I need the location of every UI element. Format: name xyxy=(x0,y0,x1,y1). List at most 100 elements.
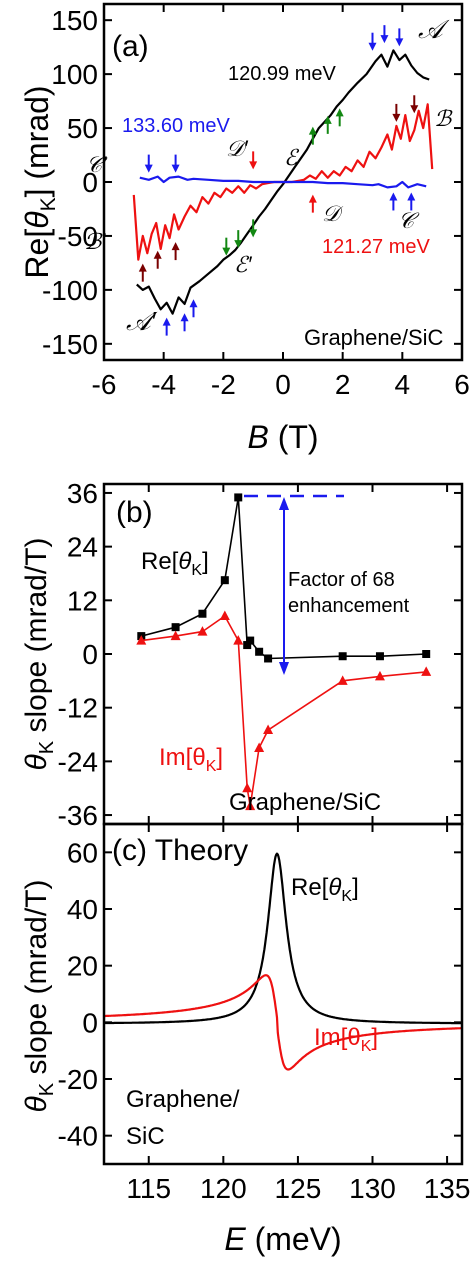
panel-b-curves xyxy=(136,493,432,811)
factor-arrow-head-down xyxy=(279,662,289,675)
marker-E: ℰ xyxy=(284,145,300,170)
feature-arrow xyxy=(308,126,317,145)
panel-a: -6 -4 -2 0 2 4 6 -150 -100 -50 0 50 100 150 (a) Re[θK… xyxy=(19,2,470,455)
panel-a-xtick-label: 0 xyxy=(275,369,291,400)
panel-b-ytick-label: -36 xyxy=(58,800,98,831)
panel-c-ytick-label: 60 xyxy=(67,837,98,868)
panel-b: -36 -24 -12 0 12 24 36 (b) Factor of 68 enhanc… xyxy=(20,478,464,831)
feature-arrow xyxy=(395,28,404,47)
marker-A: 𝒜 xyxy=(418,14,450,44)
panel-c-ytick-label: -40 xyxy=(58,1121,98,1152)
feature-arrow xyxy=(380,25,389,44)
feature-arrow xyxy=(234,230,243,249)
panel-b-point xyxy=(338,652,347,661)
marker-C-prime: 𝒞′ xyxy=(86,152,108,177)
feature-arrow xyxy=(308,194,317,213)
panel-c-ytick-label: -20 xyxy=(58,1064,98,1095)
panel-c-series-im xyxy=(104,974,462,1071)
panel-b-point xyxy=(375,652,384,661)
panel-c-xtick-label: 115 xyxy=(126,1173,171,1204)
panel-c-ytick-label: 20 xyxy=(67,951,98,982)
panel-a-ytick-label: 0 xyxy=(82,167,98,198)
panel-a-ytick-label: 50 xyxy=(67,113,98,144)
factor-text-line1: Factor of 68 xyxy=(288,569,395,591)
panel-b-point xyxy=(374,670,385,681)
panel-b-ytick-label: 0 xyxy=(82,639,98,670)
panel-b-point xyxy=(197,626,208,636)
panel-b-ytick-label: 36 xyxy=(67,478,98,509)
panel-a-series-2 xyxy=(139,175,427,189)
feature-arrow xyxy=(389,192,398,211)
panel-b-point xyxy=(246,636,255,645)
panel-b-point xyxy=(245,800,256,811)
panel-c-curves xyxy=(104,852,462,1071)
feature-arrow xyxy=(368,32,377,51)
feature-arrow xyxy=(410,95,419,114)
marker-D: 𝒟 xyxy=(322,201,344,226)
panel-a-xtick-label: 2 xyxy=(335,369,351,400)
panel-a-ticks: -6 -4 -2 0 2 4 6 -150 -100 -50 0 50 100 150 xyxy=(42,4,470,400)
panel-c-xtick-label: 120 xyxy=(200,1173,247,1204)
marker-B: ℬ xyxy=(434,106,453,131)
panel-b-point xyxy=(234,493,243,502)
panel-b-re-label: Re[θK] xyxy=(141,548,209,579)
panel-b-point xyxy=(136,635,147,645)
panel-c-im-label: Im[θK] xyxy=(314,1024,378,1055)
panel-a-xtick-label: -2 xyxy=(211,369,236,400)
panel-b-sample-label: Graphene/SiC xyxy=(229,789,381,816)
feature-arrow xyxy=(407,192,416,211)
feature-arrow xyxy=(144,154,153,173)
panel-a-ylabel: Re[θK] (mrad) xyxy=(19,85,60,278)
panel-b-point xyxy=(219,610,230,620)
panel-b-point xyxy=(337,675,348,685)
panel-c-ylabel: θK slope (mrad/T) xyxy=(20,879,58,1112)
panel-a-series-0 xyxy=(136,49,430,315)
feature-arrow xyxy=(162,317,171,336)
panel-c-re-label: Re[θK] xyxy=(291,874,359,905)
panel-a-feature-markers: 𝒜 𝒜′ ℬ ℬ′ 𝒞 𝒞′ 𝒟 𝒟′ ℰ ℰ′ xyxy=(84,14,453,336)
marker-D-prime: 𝒟′ xyxy=(226,136,249,161)
panel-c-ytick-label: 40 xyxy=(67,894,98,925)
panel-b-point xyxy=(171,623,180,632)
panel-b-ytick-label: 12 xyxy=(67,585,98,616)
panel-b-ytick-label: 24 xyxy=(67,532,98,563)
panel-a-xtick-label: 4 xyxy=(395,369,411,400)
panel-a-ytick-label: -150 xyxy=(42,329,98,360)
panel-b-point xyxy=(422,650,431,658)
panel-b-point xyxy=(242,782,253,793)
panel-b-point xyxy=(233,635,244,645)
panel-b-point xyxy=(263,724,274,735)
panel-b-point xyxy=(170,630,181,641)
panel-b-point xyxy=(264,654,273,663)
panel-a-curves xyxy=(132,49,434,315)
panel-b-point xyxy=(243,641,252,650)
panel-a-xlabel: B (T) xyxy=(247,419,318,455)
panel-c-xlabel: E (meV) xyxy=(224,1221,341,1257)
panel-a-ytick-label: -100 xyxy=(42,275,98,306)
legend-label-120.99: 120.99 meV xyxy=(228,63,337,85)
panel-c-label: (c) Theory xyxy=(112,834,248,867)
feature-arrow xyxy=(222,237,231,256)
feature-arrow xyxy=(392,103,401,122)
panel-a-xtick-label: -4 xyxy=(151,369,176,400)
panel-c-sample-line2: SiC xyxy=(126,1123,165,1150)
panel-a-ytick-label: 150 xyxy=(51,5,98,36)
panel-c-xtick-label: 135 xyxy=(424,1173,471,1204)
panel-c-sample-line1: Graphene/ xyxy=(126,1086,240,1113)
panel-b-point xyxy=(220,576,229,585)
panel-a-ytick-label: -50 xyxy=(58,221,98,252)
panel-b-ytick-label: -24 xyxy=(58,746,98,777)
panel-c-xtick-label: 130 xyxy=(349,1173,396,1204)
panel-b-ylabel: θK slope (mrad/T) xyxy=(20,537,58,770)
panel-c-ticks: -40 -20 0 20 40 60 115 120 125 130 135 xyxy=(58,824,471,1204)
feature-arrow xyxy=(171,242,180,261)
panel-c-ytick-label: 0 xyxy=(82,1007,98,1038)
panel-a-label: (a) xyxy=(112,30,149,63)
panel-a-arrows xyxy=(138,25,419,336)
panel-a-sample-label: Graphene/SiC xyxy=(304,325,444,350)
feature-arrow xyxy=(189,299,198,318)
feature-arrow xyxy=(153,250,162,269)
marker-E-prime: ℰ′ xyxy=(234,252,252,277)
